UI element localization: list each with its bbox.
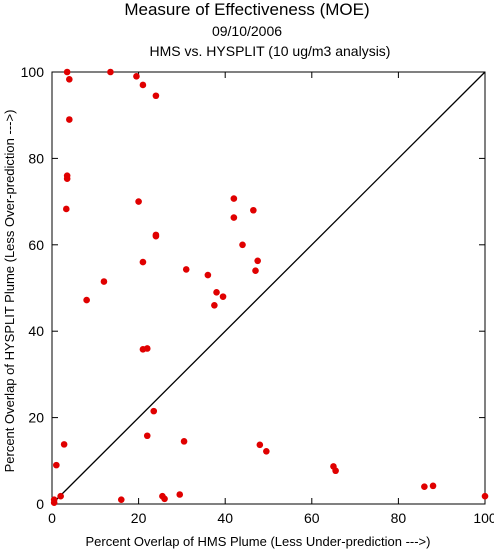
data-point	[161, 495, 168, 503]
data-point	[62, 205, 70, 213]
data-point	[230, 214, 238, 221]
y-tick-label: 20	[28, 410, 44, 426]
data-point	[256, 441, 264, 449]
data-point	[481, 492, 489, 500]
data-point	[421, 483, 428, 491]
data-point	[139, 81, 147, 89]
x-tick-label: 60	[304, 510, 320, 526]
data-point	[83, 296, 90, 304]
y-tick-label: 100	[21, 64, 45, 80]
x-tick-label: 40	[217, 510, 233, 526]
data-point	[50, 499, 58, 507]
data-point	[252, 267, 259, 275]
x-axis-ticks: 0 20 40 60 80 100	[48, 72, 494, 526]
x-tick-label: 80	[391, 510, 407, 526]
data-points	[50, 68, 489, 507]
x-axis-label: Percent Overlap of HMS Plume (Less Under…	[86, 534, 431, 549]
y-axis-ticks: 0 20 40 60 80 100	[21, 64, 485, 512]
data-point	[139, 258, 147, 266]
chart-title: Measure of Effectiveness (MOE)	[124, 0, 369, 19]
data-point	[239, 241, 246, 249]
data-point	[230, 195, 238, 202]
data-point	[150, 407, 158, 415]
data-point	[250, 206, 257, 214]
data-point	[213, 289, 220, 296]
data-point	[219, 293, 227, 300]
chart-date: 09/10/2006	[212, 23, 282, 39]
data-point	[429, 482, 437, 490]
data-point	[143, 432, 151, 440]
one-to-one-line	[51, 71, 486, 505]
data-point	[135, 198, 142, 205]
data-point	[204, 271, 212, 279]
y-tick-label: 0	[36, 496, 44, 512]
data-point	[100, 278, 108, 285]
data-point	[152, 231, 160, 239]
data-point	[176, 491, 184, 498]
y-tick-label: 80	[28, 150, 44, 166]
data-point	[143, 345, 151, 352]
data-point	[107, 68, 114, 76]
chart-subtitle: HMS vs. HYSPLIT (10 ug/m3 analysis)	[150, 43, 391, 59]
data-point	[332, 467, 339, 475]
data-point	[152, 92, 160, 100]
data-point	[211, 301, 218, 309]
data-point	[133, 73, 140, 80]
data-point	[117, 496, 125, 503]
y-tick-label: 60	[28, 237, 44, 253]
plot-area-frame	[51, 71, 486, 505]
data-point	[57, 492, 64, 500]
data-point	[180, 438, 188, 445]
x-tick-label: 0	[48, 510, 56, 526]
x-tick-label: 100	[473, 510, 494, 526]
y-axis-label: Percent Overlap of HYSPLIT Plume (Less O…	[2, 110, 17, 473]
y-tick-label: 40	[28, 323, 44, 339]
data-point	[63, 175, 71, 183]
data-point	[66, 116, 73, 123]
data-point	[263, 447, 270, 455]
data-point	[60, 441, 68, 448]
data-point	[66, 76, 73, 83]
data-point	[254, 257, 261, 265]
x-tick-label: 20	[131, 510, 147, 526]
data-point	[53, 461, 60, 469]
data-point	[182, 266, 190, 273]
data-point	[63, 68, 71, 76]
